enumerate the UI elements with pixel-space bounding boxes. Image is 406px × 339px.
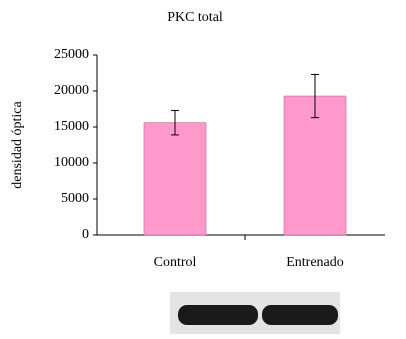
y-tick-label: 10000 xyxy=(54,155,89,170)
y-axis-label: densidad óptica xyxy=(10,100,25,188)
chart-title: PKC total xyxy=(167,10,223,25)
x-tick-label: Entrenado xyxy=(286,255,344,270)
blot-image xyxy=(170,292,340,334)
y-tick-label: 15000 xyxy=(54,119,89,134)
y-tick-label: 5000 xyxy=(61,191,89,206)
chart: PKC total densidad óptica 0 5000 10000 1500… xyxy=(0,0,406,334)
bar xyxy=(144,123,206,235)
y-tick-label: 25000 xyxy=(54,47,89,62)
x-tick-label: Control xyxy=(154,255,197,270)
page: {"chart_data": {"type": "bar", "title": … xyxy=(0,0,406,339)
y-tick-label: 20000 xyxy=(54,83,89,98)
y-tick-label: 0 xyxy=(82,227,89,242)
